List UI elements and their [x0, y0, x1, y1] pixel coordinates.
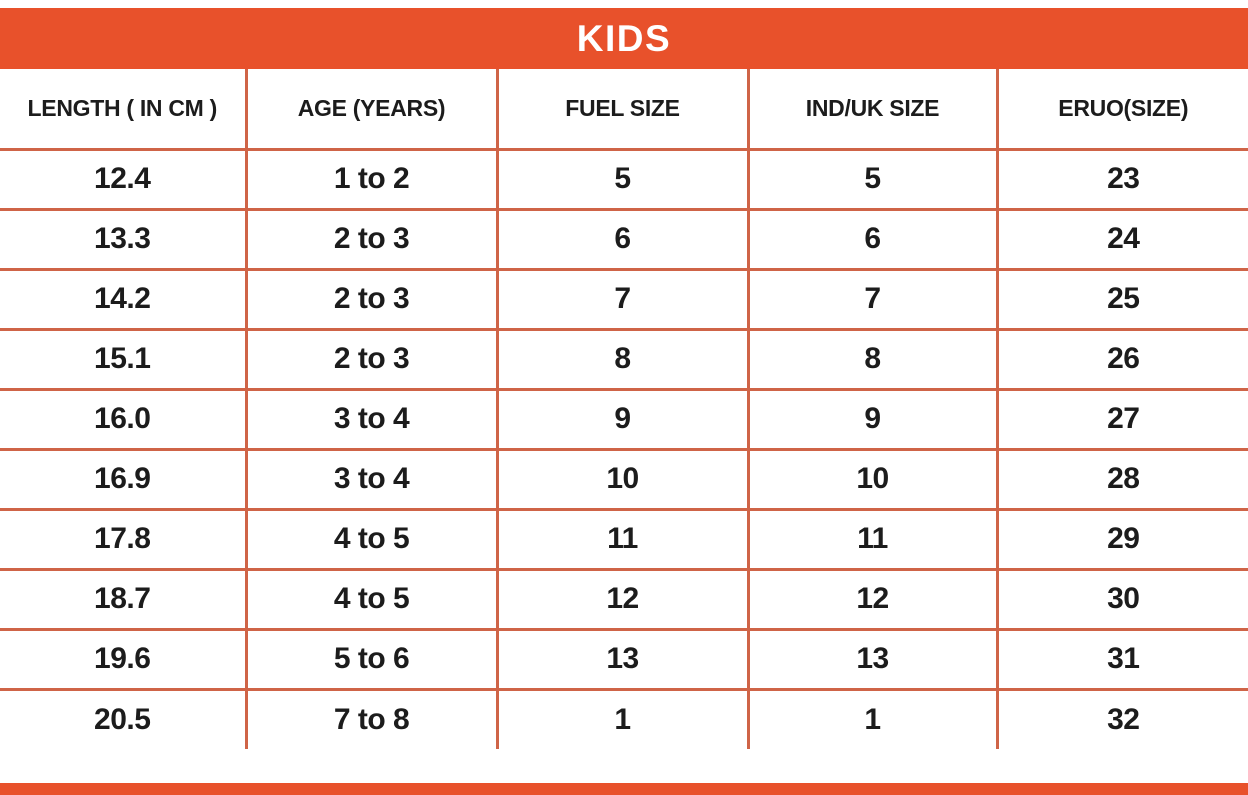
table-cell: 15.1 [0, 329, 246, 391]
table-cell: 11 [495, 509, 748, 571]
table-cell: 6 [495, 209, 748, 271]
table-cell: 10 [746, 449, 997, 511]
table-cell: 3 to 4 [244, 449, 497, 511]
column-header: LENGTH ( IN CM ) [0, 69, 246, 151]
table-cell: 1 [495, 689, 748, 749]
table-row: 17.8 4 to 5 11 11 29 [0, 509, 1248, 571]
table-cell: 9 [746, 389, 997, 451]
table-row: 16.9 3 to 4 10 10 28 [0, 449, 1248, 511]
table-cell: 31 [995, 629, 1248, 691]
table-cell: 5 [746, 149, 997, 211]
table-cell: 5 [495, 149, 748, 211]
table-cell: 5 to 6 [244, 629, 497, 691]
table-cell: 2 to 3 [244, 269, 497, 331]
table-cell: 16.9 [0, 449, 246, 511]
table-cell: 1 to 2 [244, 149, 497, 211]
table-cell: 18.7 [0, 569, 246, 631]
table-cell: 2 to 3 [244, 209, 497, 271]
table-row: 19.6 5 to 6 13 13 31 [0, 629, 1248, 691]
table-cell: 4 to 5 [244, 509, 497, 571]
column-header: FUEL SIZE [495, 69, 748, 151]
table-cell: 9 [495, 389, 748, 451]
table-cell: 1 [746, 689, 997, 749]
table-cell: 28 [995, 449, 1248, 511]
table-cell: 13 [495, 629, 748, 691]
table-row: 14.2 2 to 3 7 7 25 [0, 269, 1248, 331]
header-row: LENGTH ( IN CM ) AGE (YEARS) FUEL SIZE IND/… [0, 69, 1248, 151]
table-row: 18.7 4 to 5 12 12 30 [0, 569, 1248, 631]
table-row: 16.0 3 to 4 9 9 27 [0, 389, 1248, 451]
footer-bar [0, 783, 1248, 795]
table-cell: 12 [746, 569, 997, 631]
table-cell: 17.8 [0, 509, 246, 571]
table-cell: 10 [495, 449, 748, 511]
table-row: 12.4 1 to 2 5 5 23 [0, 149, 1248, 211]
table-cell: 4 to 5 [244, 569, 497, 631]
table-cell: 11 [746, 509, 997, 571]
table-cell: 12.4 [0, 149, 246, 211]
table-cell: 7 [746, 269, 997, 331]
table-cell: 8 [746, 329, 997, 391]
table-cell: 2 to 3 [244, 329, 497, 391]
table-cell: 13.3 [0, 209, 246, 271]
table-cell: 26 [995, 329, 1248, 391]
table-cell: 13 [746, 629, 997, 691]
table-cell: 16.0 [0, 389, 246, 451]
table-cell: 7 [495, 269, 748, 331]
chart-title: KIDS [576, 18, 672, 59]
table-cell: 8 [495, 329, 748, 391]
table-row: 13.3 2 to 3 6 6 24 [0, 209, 1248, 271]
table-cell: 29 [995, 509, 1248, 571]
table-cell: 7 to 8 [244, 689, 497, 749]
table-cell: 30 [995, 569, 1248, 631]
size-table: LENGTH ( IN CM ) AGE (YEARS) FUEL SIZE IND/… [0, 69, 1248, 749]
table-cell: 14.2 [0, 269, 246, 331]
table-cell: 32 [995, 689, 1248, 749]
table-head: LENGTH ( IN CM ) AGE (YEARS) FUEL SIZE IND/… [0, 69, 1248, 151]
table-cell: 12 [495, 569, 748, 631]
column-header: IND/UK SIZE [746, 69, 997, 151]
column-header: ERUO(SIZE) [995, 69, 1248, 151]
table-row: 15.1 2 to 3 8 8 26 [0, 329, 1248, 391]
table-cell: 19.6 [0, 629, 246, 691]
table-row: 20.5 7 to 8 1 1 32 [0, 689, 1248, 749]
table-cell: 27 [995, 389, 1248, 451]
chart-title-band: KIDS [0, 8, 1248, 69]
table-cell: 3 to 4 [244, 389, 497, 451]
table-cell: 23 [995, 149, 1248, 211]
table-cell: 20.5 [94, 702, 151, 736]
table-cell: 24 [995, 209, 1248, 271]
table-cell: 25 [995, 269, 1248, 331]
table-cell: 6 [746, 209, 997, 271]
column-header: AGE (YEARS) [244, 69, 497, 151]
